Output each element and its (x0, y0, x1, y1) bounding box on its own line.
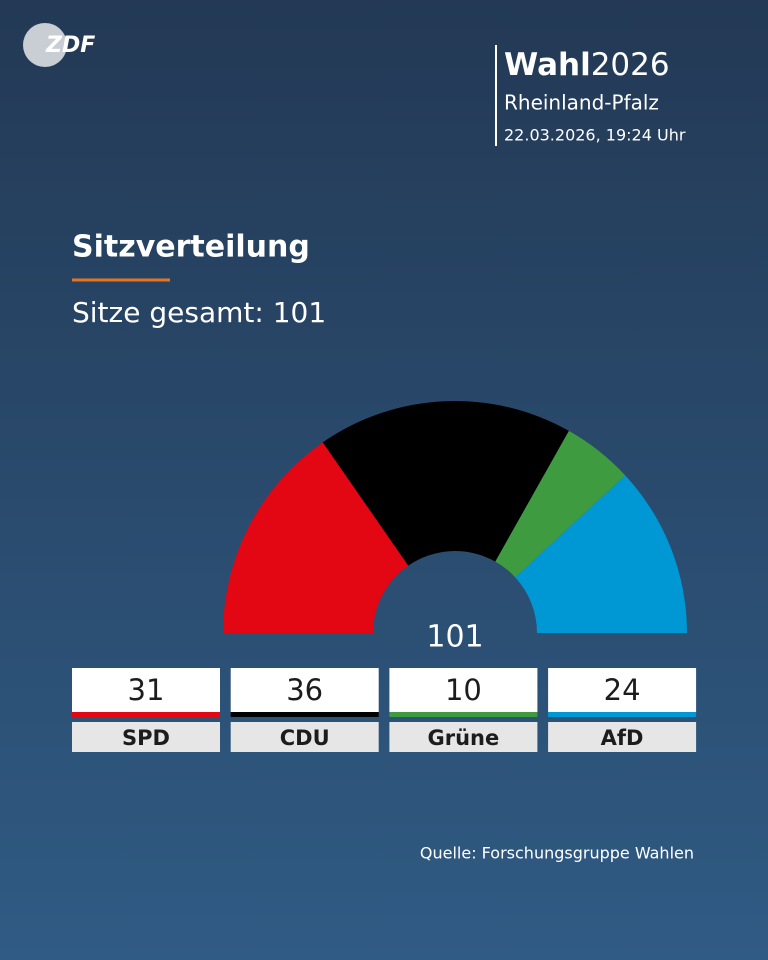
logo-circle (23, 23, 67, 67)
brand-year: 2026 (591, 47, 670, 83)
chart-title: Sitzverteilung (72, 230, 310, 265)
header-brand: Wahl2026 (504, 47, 670, 83)
value-box (230, 668, 379, 712)
value-label: 24 (604, 673, 641, 707)
value-label: 31 (128, 673, 165, 707)
seat-segment (223, 442, 409, 633)
header-timestamp: 22.03.2026, 19:24 Uhr (504, 126, 686, 145)
chart-subtitle: Sitze gesamt: 101 (72, 296, 326, 329)
seat-segment (495, 430, 626, 578)
brand: Wahl (504, 47, 591, 83)
party-label-box (548, 722, 697, 752)
party-label-box (72, 722, 220, 752)
party-color-bar (389, 712, 538, 717)
party-color-bar (230, 712, 379, 717)
party-label: SPD (122, 726, 170, 750)
value-label: 10 (445, 673, 482, 707)
party-label-box (389, 722, 538, 752)
seat-segment (322, 401, 569, 566)
header-region: Rheinland-Pfalz (504, 91, 659, 115)
source: Quelle: Forschungsgruppe Wahlen (420, 844, 694, 863)
seat-segment (515, 475, 687, 633)
total-label: 101 (426, 620, 483, 655)
value-label: 36 (286, 673, 323, 707)
party-label: Grüne (428, 726, 500, 750)
value-box (548, 668, 697, 712)
value-box (72, 668, 220, 712)
logo: ZDF (45, 33, 95, 58)
party-label: CDU (280, 726, 330, 750)
party-color-bar (72, 712, 220, 717)
party-color-bar (548, 712, 697, 717)
party-label-box (230, 722, 379, 752)
value-box (389, 668, 538, 712)
party-label: AfD (601, 726, 644, 750)
